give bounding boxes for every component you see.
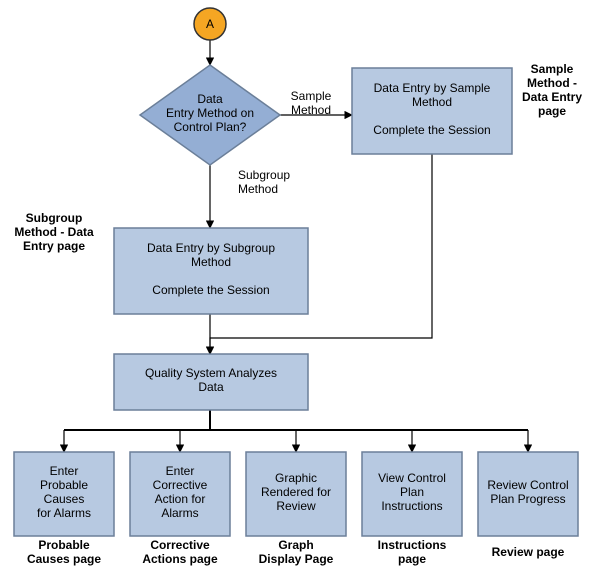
caption-c5: Review page	[492, 545, 565, 559]
caption-c3: GraphDisplay Page	[259, 538, 334, 566]
caption-subgroup_caption: SubgroupMethod - DataEntry page	[14, 211, 94, 253]
edge-label-sample-method: Sample	[291, 89, 332, 103]
flowchart-canvas: ADataEntry Method onControl Plan?Data En…	[0, 0, 591, 587]
node-start-label: A	[206, 17, 214, 31]
caption-c4: Instructionspage	[378, 538, 447, 566]
edge-label-sample-method-2: Method	[291, 103, 331, 117]
edge-label-subgroup-method: SubgroupMethod	[238, 168, 290, 196]
caption-c2: CorrectiveActions page	[142, 538, 218, 566]
caption-sample_caption: SampleMethod -Data Entrypage	[522, 62, 582, 118]
node-n5-label: Review ControlPlan Progress	[487, 478, 568, 506]
caption-c1: ProbableCauses page	[27, 538, 101, 566]
